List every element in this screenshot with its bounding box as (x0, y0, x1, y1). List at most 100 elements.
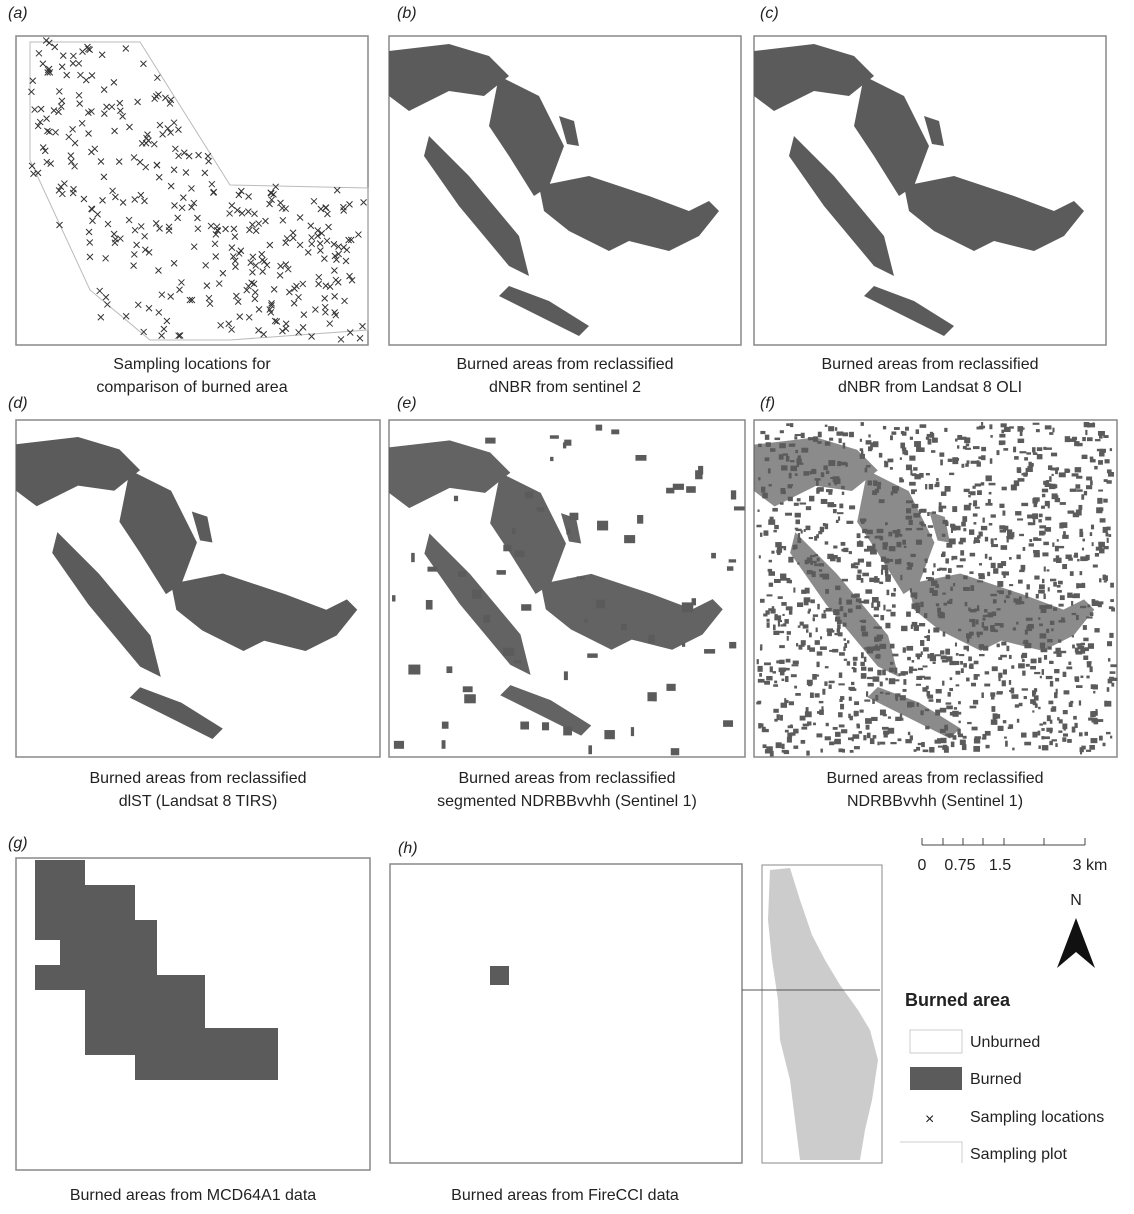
speck (987, 572, 990, 576)
speck (951, 527, 953, 533)
panel-caption: Burned areas from reclassified (459, 770, 676, 787)
speck (1086, 477, 1092, 481)
speck (1090, 612, 1094, 616)
speck (892, 604, 896, 607)
speck (770, 666, 773, 672)
speck (998, 657, 1002, 660)
speck (864, 699, 870, 701)
speck (997, 691, 1003, 694)
speck (566, 529, 570, 535)
speck (974, 738, 980, 743)
speck (819, 710, 824, 715)
speck (918, 668, 923, 670)
speck (827, 628, 833, 632)
speck (786, 659, 791, 663)
speck (882, 670, 886, 676)
panel-caption: comparison of burned area (96, 379, 287, 396)
speck (734, 506, 745, 510)
speck (814, 536, 817, 541)
speck (942, 568, 947, 571)
speck (550, 457, 553, 461)
speck (803, 624, 809, 628)
speck (819, 569, 822, 572)
speck (969, 619, 975, 622)
speck (1050, 681, 1053, 687)
speck (795, 693, 801, 696)
speck (885, 678, 887, 681)
speck (955, 671, 960, 675)
speck (442, 740, 446, 749)
speck (1049, 476, 1051, 481)
speck (839, 652, 845, 656)
speck (890, 644, 895, 649)
speck (946, 706, 953, 710)
speck (790, 724, 793, 727)
speck (922, 665, 927, 667)
speck (861, 578, 864, 583)
speck (873, 441, 878, 447)
speck (1072, 473, 1079, 476)
panel-caption: NDRBBvvhh (Sentinel 1) (847, 793, 1023, 810)
speck (981, 447, 986, 451)
speck (1044, 566, 1046, 571)
speck (760, 533, 762, 537)
speck (928, 525, 933, 528)
speck (1000, 530, 1006, 533)
speck (1058, 730, 1062, 732)
speck (1052, 484, 1057, 488)
speck (984, 609, 987, 613)
speck (846, 600, 852, 605)
speck (1038, 617, 1040, 619)
speck (856, 724, 859, 727)
speck (920, 602, 923, 607)
legend-title: Burned area (905, 990, 1011, 1010)
speck (809, 496, 814, 502)
speck (853, 662, 856, 666)
speck (1072, 645, 1075, 649)
speck (1023, 640, 1028, 644)
speck (948, 459, 953, 462)
speck (782, 614, 784, 616)
speck (872, 699, 875, 704)
speck (864, 536, 869, 538)
speck (920, 509, 926, 513)
speck (1065, 436, 1070, 442)
speck (879, 499, 885, 503)
speck (919, 623, 925, 626)
speck (833, 609, 839, 615)
speck (817, 487, 824, 492)
speck (950, 677, 953, 680)
speck (1039, 605, 1042, 609)
speck (841, 486, 845, 489)
speck (597, 521, 608, 531)
speck (890, 467, 893, 470)
speck (958, 734, 963, 738)
speck (577, 576, 585, 579)
speck (1003, 575, 1005, 578)
speck (1097, 601, 1104, 604)
speck (810, 599, 814, 603)
speck (1012, 748, 1014, 751)
speck (1090, 532, 1092, 536)
speck (981, 692, 983, 698)
speck (850, 750, 854, 753)
speck (1047, 569, 1050, 571)
speck (784, 546, 787, 550)
speck (843, 613, 846, 617)
speck (940, 729, 946, 733)
speck (873, 735, 877, 738)
speck (765, 435, 769, 440)
speck (563, 727, 572, 736)
speck (1076, 685, 1083, 688)
speck (856, 605, 862, 609)
speck (1099, 452, 1104, 457)
speck (775, 615, 781, 620)
speck (928, 629, 930, 633)
panel-caption: dlST (Landsat 8 TIRS) (119, 793, 278, 810)
speck (887, 590, 890, 595)
speck (997, 644, 1000, 648)
speck (794, 545, 797, 549)
speck (813, 723, 816, 726)
speck (977, 460, 980, 466)
speck (945, 486, 951, 492)
